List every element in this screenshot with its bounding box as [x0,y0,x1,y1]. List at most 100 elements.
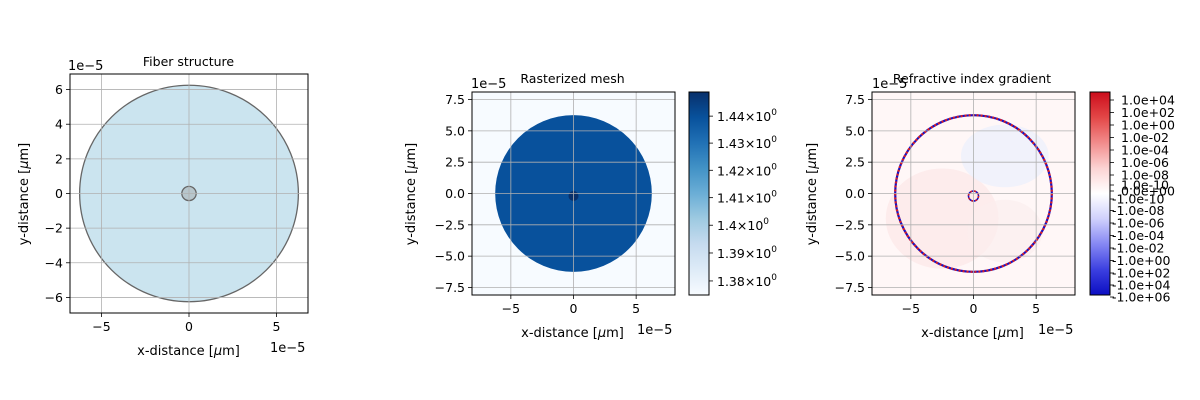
colorbar-tick-mantissa: 1.39 [717,246,745,261]
x-tick-label: −5 [92,319,110,334]
y-tick-label: 0.0 [445,186,465,201]
colorbar-tick-label: -1.0e-04 [1112,228,1165,243]
colorbar-tick-label: -1.0e+06 [1112,290,1171,305]
y-tick-label: 2.5 [445,155,465,170]
panel3-grid [872,92,1075,295]
panel3-colorbar [1089,91,1111,296]
panel-rasterized-mesh: Rasterized mesh 1e−5 1e−5 x-distance [μm… [404,71,777,341]
panel2-ylabel: y-distance [μm] [404,143,419,245]
panel2-xlabel: x-distance [μm] [521,326,624,341]
colorbar-tick-label: 0.0e+00 [1121,184,1175,199]
y-tick-label: 7.5 [845,92,865,107]
colorbar-tick-label: -1.0e+02 [1112,266,1170,281]
panel3-ylabel: y-distance [μm] [805,143,820,245]
y-tick-label: −7.5 [835,280,865,295]
y-tick-label: −6 [45,290,63,305]
gradient-lobe-red-2 [967,199,1043,263]
panel2-y-offset: 1e−5 [471,77,506,92]
x-tick-label: 0 [970,301,978,316]
y-tick-label: −2 [45,221,63,236]
colorbar-tick-label: 1.0e-04 [1121,143,1169,158]
gradient-lobe-blue [960,124,1049,188]
panel1-x-offset: 1e−5 [270,341,305,356]
colorbar-tick-label: 1.4×100 [717,217,769,233]
y-tick-label: 0.0 [845,186,865,201]
panel1-axes-frame [69,73,309,314]
colorbar-tick-base: ×10 [745,191,771,206]
colorbar-tick-exponent: 0 [771,273,777,283]
y-tick-label: −4 [45,255,63,270]
panel1-y-offset: 1e−5 [68,59,103,74]
colorbar-tick-label: 1.0e-02 [1121,130,1169,145]
y-tick-label: 2.5 [845,155,865,170]
colorbar-tick-exponent: 0 [771,135,777,145]
panel3-x-offset: 1e−5 [1038,323,1073,338]
y-tick-label: 6 [55,82,63,97]
panel1-ylabel: y-distance [μm] [17,143,32,245]
colorbar-tick-label: -1.0e+04 [1112,278,1171,293]
colorbar-tick-mantissa: 1.38 [717,274,745,289]
x-tick-label: −5 [502,301,520,316]
x-tick-label: 0 [570,301,578,316]
panel2-axes-frame [471,91,676,296]
y-tick-label: 0 [55,186,63,201]
colorbar-tick-exponent: 0 [763,217,769,227]
colorbar-tick-label: 1.41×100 [717,190,777,206]
panel3-title: Refractive index gradient [893,71,1051,86]
panel3-ticks: −5 0 5 −7.5 −5.0 −2.5 0.0 2.5 5.0 7.5 [835,92,1040,316]
colorbar-tick-label: 1.39×100 [717,245,777,261]
y-tick-label: −5.0 [435,249,465,264]
colorbar-tick-label: -1.0e-08 [1112,203,1165,218]
y-tick-label: 5.0 [845,123,865,138]
colorbar-tick-label: -1.0e+00 [1112,253,1171,268]
colorbar-tick-mantissa: 1.41 [717,191,745,206]
colorbar-tick-label: 1.0e-08 [1121,168,1169,183]
y-tick-label: 5.0 [445,123,465,138]
colorbar-tick-base: ×10 [745,274,771,289]
panel3-colorbar-ticks: 1.0e+041.0e+021.0e+001.0e-021.0e-041.0e-… [1110,93,1175,305]
colorbar-tick-exponent: 0 [771,190,777,200]
y-tick-label: 2 [55,151,63,166]
colorbar-tick-exponent: 0 [771,162,777,172]
x-tick-label: 5 [632,301,640,316]
panel3-xlabel: x-distance [μm] [921,326,1024,341]
panel-refractive-index-gradient: Refractive index gradient 1e−5 1e−5 x-di… [805,71,1175,341]
x-tick-label: −5 [902,301,920,316]
y-tick-label: 7.5 [445,92,465,107]
panel2-colorbar-ticks: 1.38×1001.39×1001.4×1001.41×1001.42×1001… [709,108,777,289]
panel3-y-offset: 1e−5 [872,77,907,92]
x-tick-label: 5 [273,319,281,334]
colorbar-tick-label: 1.38×100 [717,273,777,289]
colorbar-tick-base: ×10 [745,246,771,261]
colorbar-tick-label: -1.0e-10 [1112,192,1165,207]
colorbar-tick-mantissa: 1.42 [717,163,745,178]
colorbar-tick-exponent: 0 [771,108,777,118]
colorbar-tick-label: 1.0e+02 [1121,105,1175,120]
panel-fiber-structure: Fiber structure 1e−5 1e−5 x-distance [μm… [17,54,309,359]
y-tick-label: 4 [55,117,63,132]
colorbar-tick-label: 1.0e-10 [1121,178,1169,193]
panel2-colorbar [688,91,710,296]
colorbar-tick-exponent: 0 [771,245,777,255]
core-boundary-red [967,190,980,202]
y-tick-label: −2.5 [835,217,865,232]
panel1-title: Fiber structure [143,54,235,69]
colorbar-tick-label: -1.0e-06 [1112,216,1165,231]
panel2-title: Rasterized mesh [520,71,624,86]
colorbar-tick-mantissa: 1.44 [717,109,745,124]
panel2-ticks: −5 0 5 −7.5 −5.0 −2.5 0.0 2.5 5.0 7.5 [435,92,640,316]
colorbar-tick-mantissa: 1.4 [717,218,737,233]
colorbar-tick-base: ×10 [737,218,763,233]
colorbar-tick-label: 1.0e-06 [1121,155,1169,170]
colorbar-tick-label: -1.0e-02 [1112,241,1165,256]
panel1-xlabel: x-distance [μm] [137,344,240,359]
x-tick-label: 5 [1032,301,1040,316]
panel1-grid [70,74,308,313]
colorbar-tick-label: 1.44×100 [717,108,777,124]
y-tick-label: −7.5 [435,280,465,295]
colorbar-tick-label: 1.43×100 [717,135,777,151]
colorbar-tick-mantissa: 1.43 [717,136,745,151]
colorbar-tick-label: 1.0e+00 [1121,118,1175,133]
panel1-ticks: −5 0 5 −6 −4 −2 0 2 4 6 [45,82,281,334]
